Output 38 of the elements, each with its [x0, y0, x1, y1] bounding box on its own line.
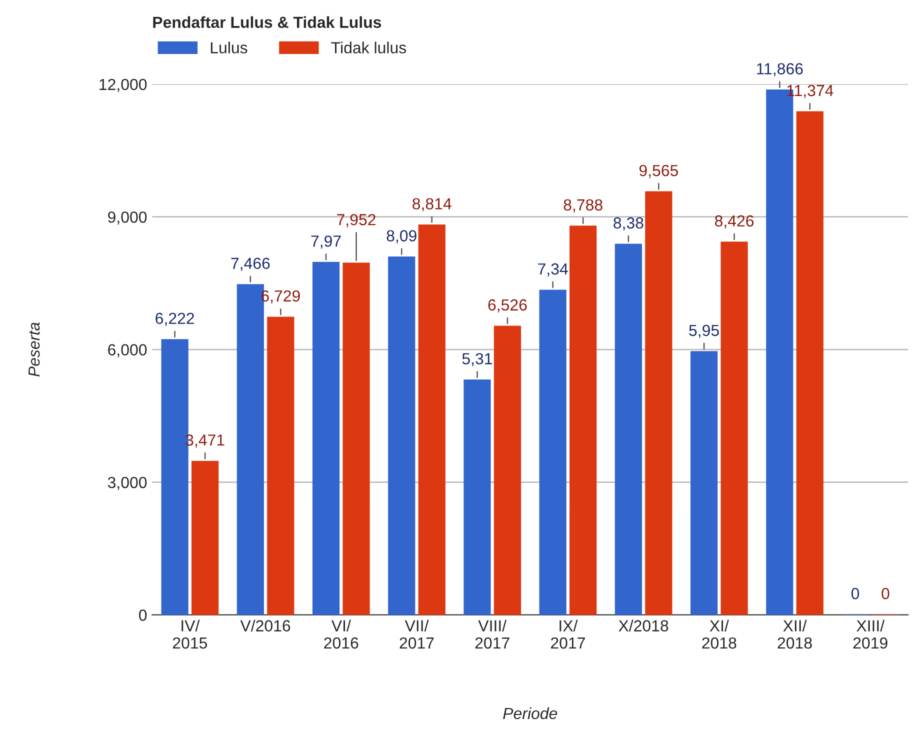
- data-label: 6,222: [156, 312, 194, 326]
- x-tick-label: XII/ 2018: [778, 620, 812, 649]
- annotation: 5,31: [462, 353, 492, 366]
- y-tick-label: 3,000: [108, 476, 147, 490]
- data-label: 8,788: [564, 199, 602, 212]
- data-label: 8,426: [714, 215, 754, 228]
- data-label: 7,466: [231, 258, 270, 271]
- y-tick-label: 6,000: [108, 344, 147, 358]
- x-tick-label: IV/ 2015: [172, 620, 208, 649]
- y-tick-label: 9,000: [108, 211, 147, 225]
- x-tick-label: X/2018: [618, 620, 668, 632]
- annotation: 8,09: [386, 230, 416, 244]
- data-label: 8,814: [412, 198, 452, 212]
- x-tick-label: XI/ 2018: [702, 620, 736, 649]
- chart-title: Pendaftar Lulus & Tidak Lulus: [153, 16, 382, 28]
- data-label: 7,952: [337, 214, 376, 228]
- x-tick-label: VII/ 2017: [400, 620, 434, 649]
- y-tick-label: 12,000: [100, 78, 147, 92]
- data-label: 11,866: [757, 63, 803, 76]
- data-label: 9,565: [639, 164, 678, 178]
- data-label: 6,526: [488, 299, 527, 312]
- data-label: 11,374: [787, 84, 834, 98]
- x-tick-label: IX/ 2017: [550, 620, 585, 649]
- y-axis-title: Peserta: [28, 322, 40, 377]
- y-tick-label: 0: [139, 610, 147, 621]
- x-tick-label: VIII/ 2017: [475, 620, 510, 649]
- x-tick-label: VI/ 2016: [324, 620, 358, 649]
- annotation: 5,95: [689, 324, 719, 338]
- x-tick-label: XIII/ 2019: [853, 620, 888, 649]
- x-axis-title: Periode: [503, 707, 558, 720]
- data-label: 0: [851, 588, 860, 600]
- annotation: 7,97: [311, 235, 341, 249]
- data-label: 0: [882, 588, 890, 600]
- annotation: 8,38: [614, 217, 644, 231]
- legend-label: Lulus: [210, 42, 248, 54]
- annotation: 7,34: [538, 263, 568, 276]
- legend-label: Tidak lulus: [331, 42, 406, 54]
- x-tick-label: V/2016: [240, 620, 290, 632]
